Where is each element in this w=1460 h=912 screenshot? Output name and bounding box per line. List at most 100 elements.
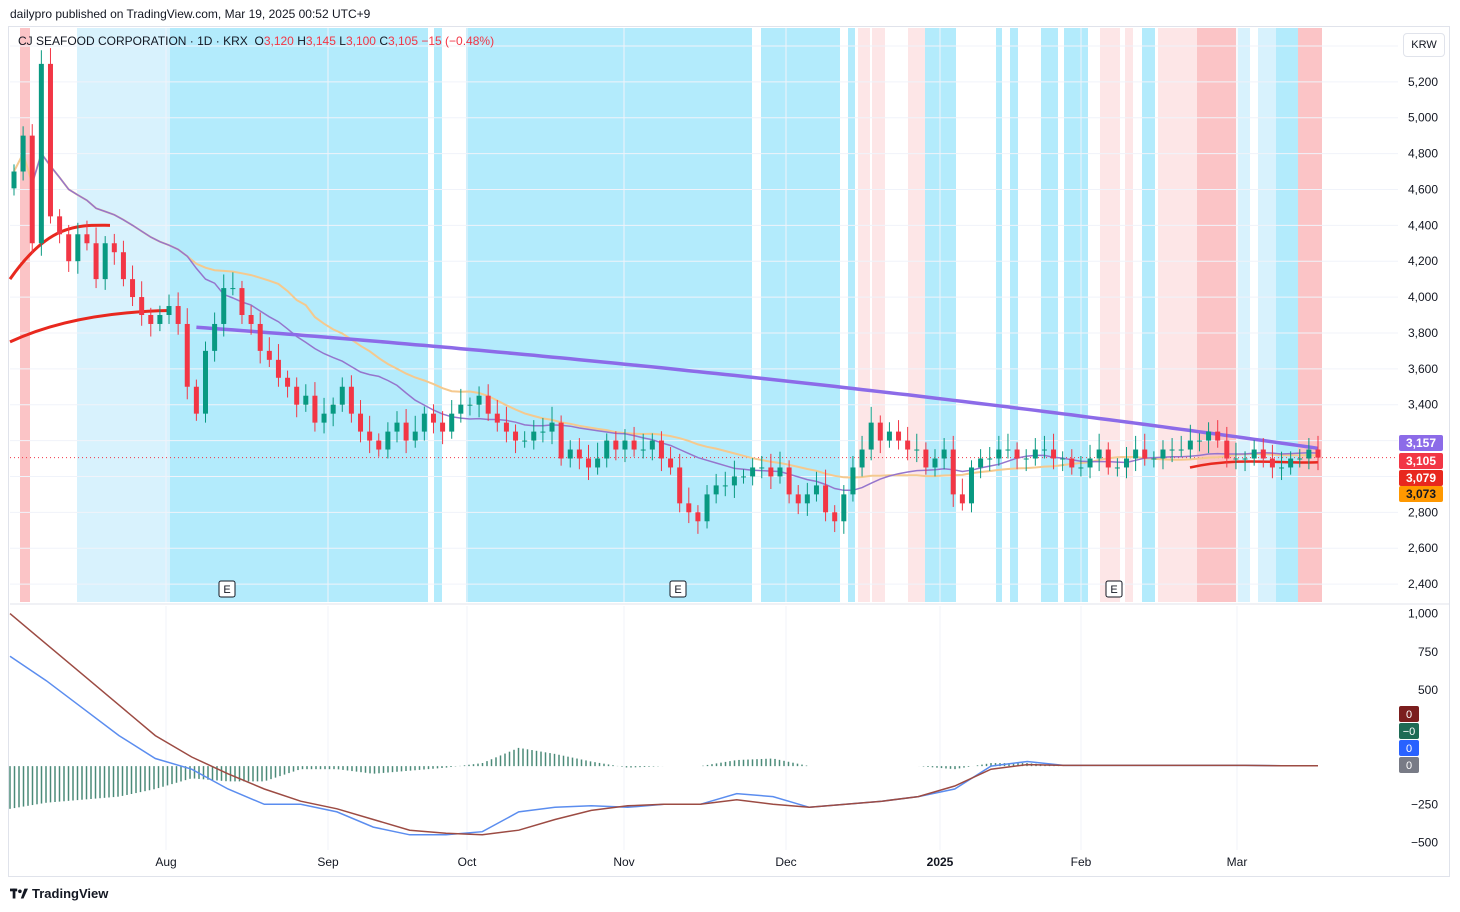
candle-80	[741, 469, 747, 484]
price-label-2: 3,079	[1399, 470, 1443, 486]
candle-58	[540, 417, 546, 443]
candle-4	[47, 48, 53, 224]
candle-body-58	[540, 431, 546, 433]
grid-lines	[10, 28, 1450, 850]
price-label-box-3	[1399, 486, 1443, 502]
candle-13	[130, 265, 136, 307]
candle-7	[75, 222, 81, 274]
candle-123	[1133, 435, 1139, 472]
candle-121	[1114, 458, 1120, 477]
candle-2	[29, 124, 35, 255]
candle-124	[1142, 433, 1148, 466]
tradingview-footer[interactable]: TradingView	[10, 886, 108, 901]
candle-64	[595, 442, 601, 475]
candle-body-74	[686, 503, 692, 513]
candle-59	[549, 406, 555, 445]
band-7	[858, 28, 870, 602]
price-label-box-2	[1399, 470, 1443, 486]
candle-86	[795, 485, 801, 515]
macd-label-3: 0	[1399, 757, 1419, 773]
price-label-text-2: 3,079	[1406, 471, 1436, 485]
earnings-marker-box-0	[218, 580, 236, 598]
candle-body-4	[47, 63, 53, 217]
candle-body-11	[111, 243, 117, 253]
candle-133	[1224, 426, 1230, 468]
candle-5	[57, 209, 63, 244]
candle-body-124	[1142, 449, 1148, 459]
candle-25	[239, 280, 245, 324]
candle-78	[722, 471, 728, 497]
candle-54	[503, 406, 509, 443]
candle-127	[1169, 438, 1175, 463]
candle-36	[339, 377, 345, 412]
candle-body-125	[1151, 458, 1157, 460]
price-axis-tick-7: 4,000	[1408, 290, 1438, 304]
candle-76	[704, 485, 710, 529]
symbol-title[interactable]: CJ SEAFOOD CORPORATION · 1D · KRX	[18, 34, 248, 48]
band-20	[1238, 28, 1250, 602]
macd-axis-tick-3: −250	[1411, 797, 1438, 811]
band-2	[170, 28, 428, 602]
candle-body-62	[576, 449, 582, 459]
candle-body-25	[239, 288, 245, 315]
ma-red-early	[8, 223, 111, 280]
band-17	[1142, 28, 1155, 602]
candle-body-106	[978, 458, 984, 468]
candle-61	[567, 440, 573, 468]
currency-button[interactable]: KRW	[1403, 33, 1445, 57]
candle-body-40	[376, 440, 382, 450]
candle-106	[978, 449, 984, 479]
candle-125	[1151, 451, 1157, 468]
price-label-box-1	[1399, 453, 1443, 469]
candle-42	[394, 411, 400, 443]
band-6	[848, 28, 855, 602]
candle-19	[184, 308, 190, 400]
candle-body-33	[312, 395, 318, 423]
candle-body-117	[1078, 467, 1084, 469]
candle-body-24	[230, 288, 236, 290]
candle-23	[221, 274, 227, 337]
candle-109	[1005, 433, 1011, 459]
candle-body-100	[923, 449, 929, 468]
candle-body-88	[813, 485, 819, 495]
macd-label-1: −0	[1399, 723, 1419, 739]
candle-body-29	[275, 359, 281, 378]
candle-11	[111, 233, 117, 265]
candle-body-66	[613, 440, 619, 450]
candle-body-55	[513, 431, 519, 441]
candle-12	[120, 240, 126, 287]
candle-40	[376, 433, 382, 457]
candle-98	[905, 426, 911, 461]
candle-75	[695, 505, 701, 534]
band-0	[20, 28, 30, 602]
candle-body-102	[941, 449, 947, 459]
candle-body-38	[358, 413, 364, 432]
candle-body-109	[1005, 449, 1011, 451]
candle-body-104	[959, 494, 965, 504]
candle-body-137	[1260, 449, 1266, 459]
candle-34	[321, 397, 327, 434]
candle-108	[996, 435, 1002, 466]
band-12	[1010, 28, 1018, 602]
earnings-marker-1: E	[669, 580, 687, 598]
candle-body-17	[166, 306, 172, 315]
candle-118	[1087, 444, 1093, 479]
footer-brand: TradingView	[32, 886, 109, 901]
candle-31	[294, 377, 300, 418]
candle-body-94	[868, 422, 874, 450]
band-14	[1064, 28, 1088, 602]
time-axis-tick-1: Sep	[317, 855, 339, 869]
candle-body-32	[303, 395, 309, 405]
candle-body-12	[120, 252, 126, 280]
candle-body-46	[430, 413, 436, 423]
candle-65	[604, 433, 610, 468]
price-axis-tick-4: 4,600	[1408, 182, 1438, 196]
candle-body-43	[403, 422, 409, 441]
candle-body-14	[139, 297, 145, 315]
macd-label-text-0: 0	[1406, 709, 1412, 721]
candle-body-118	[1087, 458, 1093, 468]
candle-body-131	[1206, 431, 1212, 441]
candle-67	[622, 429, 628, 463]
candle-44	[412, 415, 418, 448]
